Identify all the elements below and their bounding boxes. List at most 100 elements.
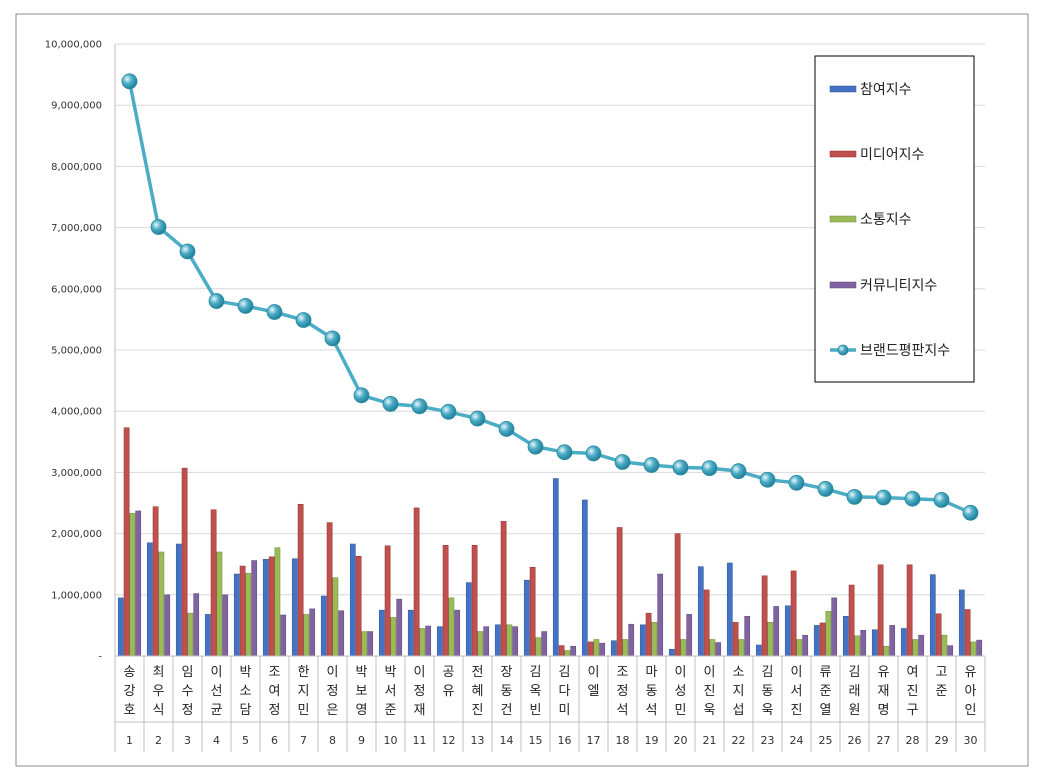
bar-4 xyxy=(396,598,403,657)
bar-1 xyxy=(697,566,704,657)
line-point xyxy=(643,457,660,473)
bar-1 xyxy=(465,582,472,657)
bar-2 xyxy=(123,427,130,657)
rank-label: 16 xyxy=(558,734,572,747)
line-point xyxy=(788,474,805,491)
bar-4 xyxy=(860,630,867,657)
bar-3 xyxy=(593,639,600,657)
bar-2 xyxy=(558,645,565,657)
bar-3 xyxy=(274,547,281,657)
rank-label: 3 xyxy=(184,734,191,747)
y-tick-label: 7,000,000 xyxy=(51,223,102,234)
line-point xyxy=(150,219,167,235)
bar-4 xyxy=(715,642,722,657)
rank-label: 8 xyxy=(329,734,336,747)
bar-3 xyxy=(419,628,426,657)
line-point xyxy=(759,471,776,488)
bar-1 xyxy=(523,579,530,657)
bar-3 xyxy=(448,597,455,657)
legend-marker xyxy=(837,344,849,356)
bar-3 xyxy=(680,639,687,657)
line-point xyxy=(904,490,921,507)
bar-1 xyxy=(494,624,501,657)
y-tick-label: 6,000,000 xyxy=(51,284,102,295)
bar-4 xyxy=(512,626,519,657)
bar-2 xyxy=(587,641,594,657)
bar-1 xyxy=(552,478,559,657)
rank-label: 5 xyxy=(242,734,249,747)
y-tick-label: 3,000,000 xyxy=(51,468,102,479)
rank-label: 4 xyxy=(213,734,220,747)
rank-label: 25 xyxy=(819,734,833,747)
bar-4 xyxy=(599,642,606,657)
rank-label: 9 xyxy=(358,734,365,747)
bar-1 xyxy=(813,625,820,657)
rank-label: 7 xyxy=(300,734,307,747)
bar-4 xyxy=(918,634,925,657)
x-axis: 송 강 호 1 최 우 식 2 임 수 정 3 이 선 균 4 박 소 담 5 조 여 정 6 한 지 민 7 이 정 은 8 박 보 영 9 박 서 준 1… xyxy=(114,655,986,752)
bar-2 xyxy=(152,506,159,657)
bar-4 xyxy=(425,625,432,657)
bar-1 xyxy=(262,559,269,657)
brand-reputation-line xyxy=(121,73,979,521)
line-point xyxy=(962,504,979,521)
bar-3 xyxy=(245,573,252,657)
bar-3 xyxy=(970,641,977,657)
bar-3 xyxy=(187,612,194,657)
bar-3 xyxy=(912,639,919,657)
line-point xyxy=(295,312,312,328)
legend-label: 소통지수 xyxy=(860,212,912,228)
bar-2 xyxy=(964,609,971,657)
rank-label: 12 xyxy=(442,734,456,747)
y-tick-label: 4,000,000 xyxy=(51,407,102,418)
bar-4 xyxy=(889,625,896,657)
line-point xyxy=(440,403,457,420)
bar-2 xyxy=(848,584,855,657)
rank-label: 22 xyxy=(732,734,746,747)
bars xyxy=(117,427,983,657)
bar-1 xyxy=(146,542,153,657)
y-tick-label: 9,000,000 xyxy=(51,101,102,112)
bar-3 xyxy=(651,622,658,657)
line-point xyxy=(585,445,602,462)
y-tick-label: 2,000,000 xyxy=(51,529,102,540)
bar-3 xyxy=(825,611,832,657)
rank-label: 27 xyxy=(877,734,891,747)
bar-3 xyxy=(796,639,803,657)
rank-label: 17 xyxy=(587,734,601,747)
rank-label: 24 xyxy=(790,734,804,747)
bar-3 xyxy=(941,634,948,657)
bar-3 xyxy=(883,645,890,657)
bar-3 xyxy=(506,624,513,657)
line-point xyxy=(933,492,950,508)
bar-2 xyxy=(413,507,420,657)
bar-1 xyxy=(784,605,791,657)
rank-label: 19 xyxy=(645,734,659,747)
line-point xyxy=(527,438,544,455)
line-point xyxy=(614,454,631,470)
bar-2 xyxy=(181,467,188,657)
legend-label: 브랜드평판지수 xyxy=(860,343,950,359)
legend-swatch xyxy=(829,150,857,158)
bar-3 xyxy=(767,622,774,657)
legend-swatch xyxy=(829,85,857,93)
line-point xyxy=(237,298,254,314)
rank-label: 1 xyxy=(126,734,133,747)
rank-label: 10 xyxy=(384,734,398,747)
rank-label: 15 xyxy=(529,734,543,747)
bar-3 xyxy=(390,617,397,657)
